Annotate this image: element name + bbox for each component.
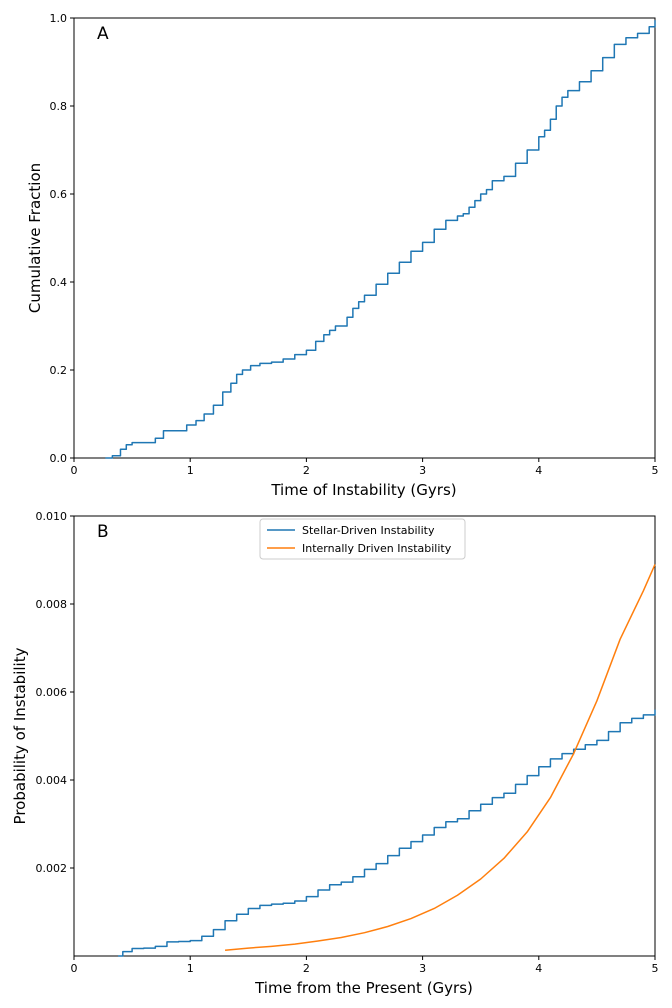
panel-a: A 0 1 2 3 4 5 0.0 0.2 0.4 0.6 0.8 1.0 Time of Inst…: [26, 12, 659, 499]
series-line-stellar-driven-instability: [118, 709, 656, 957]
y-tick-label: 1.0: [50, 12, 68, 25]
panel-a-series: [105, 20, 656, 459]
panel-b-series: [118, 564, 656, 957]
x-tick-label: 5: [652, 464, 659, 477]
panel-b: B 0 1 2 3 4 5 0.002 0.004 0.006 0.008 0.010 Time …: [11, 510, 659, 997]
x-tick-label: 3: [419, 464, 426, 477]
panel-a-x-label: Time of Instability (Gyrs): [270, 481, 456, 499]
y-tick-label: 0.004: [36, 774, 68, 787]
panel-a-y-label: Cumulative Fraction: [26, 163, 44, 313]
x-tick-label: 4: [535, 464, 542, 477]
y-tick-label: 0.002: [36, 862, 68, 875]
panel-b-y-ticks: 0.002 0.004 0.006 0.008 0.010: [36, 510, 74, 875]
x-tick-label: 3: [419, 962, 426, 975]
y-tick-label: 0.010: [36, 510, 68, 523]
x-tick-label: 0: [71, 962, 78, 975]
x-tick-label: 1: [187, 464, 194, 477]
y-tick-label: 0.008: [36, 598, 68, 611]
series-line-cumulative-fraction: [105, 20, 656, 459]
x-tick-label: 1: [187, 962, 194, 975]
legend: Stellar-Driven Instability Internally Dr…: [259, 518, 466, 560]
panel-b-label: B: [97, 522, 109, 542]
y-tick-label: 0.8: [50, 100, 68, 113]
legend-box: [259, 518, 466, 560]
panel-b-x-label: Time from the Present (Gyrs): [254, 979, 473, 997]
panel-a-frame: [73, 17, 656, 459]
panel-b-y-label: Probability of Instability: [11, 647, 29, 824]
x-tick-label: 4: [535, 962, 542, 975]
legend-label-internal: Internally Driven Instability: [302, 542, 452, 555]
y-tick-label: 0.4: [50, 276, 68, 289]
y-tick-label: 0.2: [50, 364, 68, 377]
panel-a-y-ticks: 0.0 0.2 0.4 0.6 0.8 1.0: [50, 12, 74, 465]
panel-a-label: A: [97, 24, 109, 44]
panel-a-x-ticks: 0 1 2 3 4 5: [71, 458, 659, 477]
y-tick-label: 0.0: [50, 452, 68, 465]
y-tick-label: 0.6: [50, 188, 68, 201]
panel-b-x-ticks: 0 1 2 3 4 5: [71, 956, 659, 975]
series-line-internally-driven-instability: [224, 564, 656, 952]
panel-b-frame: [73, 515, 656, 957]
x-tick-label: 2: [303, 962, 310, 975]
x-tick-label: 2: [303, 464, 310, 477]
legend-label-stellar: Stellar-Driven Instability: [302, 524, 435, 537]
y-tick-label: 0.006: [36, 686, 68, 699]
x-tick-label: 0: [71, 464, 78, 477]
x-tick-label: 5: [652, 962, 659, 975]
